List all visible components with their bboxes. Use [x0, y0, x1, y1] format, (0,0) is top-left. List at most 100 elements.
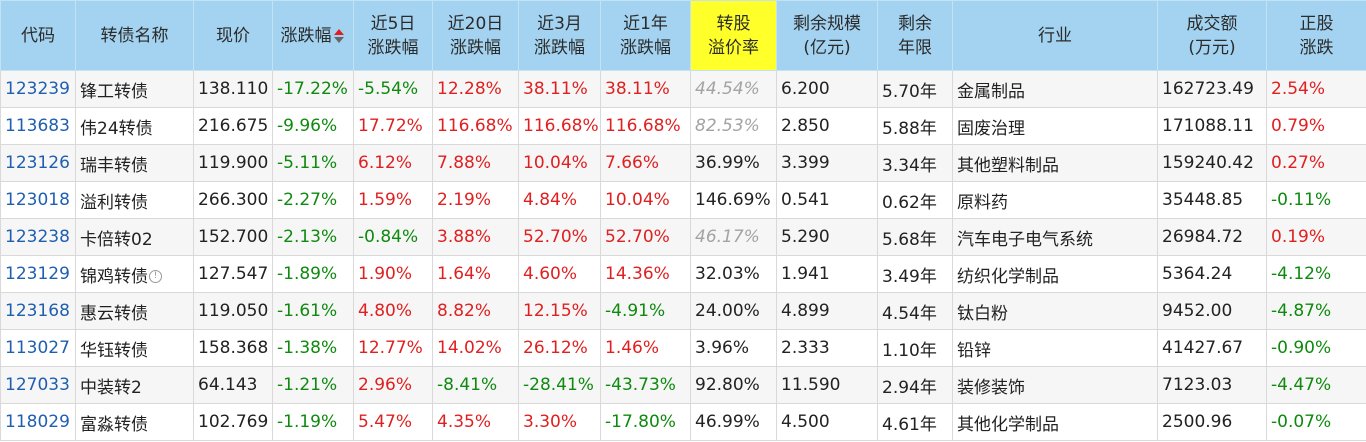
table-row[interactable]: 123239 锋工转债 138.110 -17.22% -5.54% 12.28% 38.1…: [0, 70, 1366, 108]
col-premium[interactable]: 转股 溢价率: [690, 0, 777, 71]
change-value: -1.38%: [277, 338, 338, 358]
cell-stock: 0.19%: [1266, 218, 1366, 256]
cell-name[interactable]: 锦鸡转债!: [75, 255, 194, 293]
cell-industry: 金属制品: [952, 70, 1158, 108]
col-m3[interactable]: 近3月 涨跌幅: [518, 0, 601, 71]
cell-y1: 38.11%: [600, 70, 691, 108]
m3-value: -28.41%: [523, 375, 594, 395]
years-value: 5.68年: [882, 229, 937, 250]
cell-code[interactable]: 123238: [0, 218, 76, 256]
cell-name[interactable]: 瑞丰转债: [75, 144, 194, 182]
table-row[interactable]: 123129 锦鸡转债! 127.547 -1.89% 1.90% 1.64% 4.60% 1…: [0, 255, 1366, 293]
cell-name[interactable]: 溢利转债: [75, 181, 194, 219]
cell-code[interactable]: 123239: [0, 70, 76, 108]
cell-m3: 4.84%: [518, 181, 601, 219]
stock-value: 2.54%: [1271, 79, 1326, 99]
table-row[interactable]: 123018 溢利转债 266.300 -2.27% 1.59% 2.19% 4.84% 10…: [0, 181, 1366, 219]
y1-value: 14.36%: [605, 264, 670, 284]
table-row[interactable]: 118029 富淼转债 102.769 -1.19% 5.47% 4.35% 3.30% -1…: [0, 403, 1366, 441]
cell-m3: 12.15%: [518, 292, 601, 330]
info-icon[interactable]: !: [149, 270, 162, 283]
col-stock[interactable]: 正股 涨跌: [1266, 0, 1366, 71]
volume-value: 7123.03: [1162, 375, 1233, 395]
col-code[interactable]: 代码: [0, 0, 76, 71]
col-volume[interactable]: 成交额 (万元): [1157, 0, 1267, 71]
change-value: -17.22%: [277, 79, 348, 99]
sort-arrows-icon[interactable]: [333, 28, 344, 43]
d5-value: 2.96%: [358, 375, 413, 395]
table-row[interactable]: 127033 中装转2 64.143 -1.21% 2.96% -8.41% -28.41%…: [0, 366, 1366, 404]
table-row[interactable]: 123168 惠云转债 119.050 -1.61% 4.80% 8.82% 12.15% -…: [0, 292, 1366, 330]
name-value: 溢利转债: [80, 192, 148, 213]
col-d5[interactable]: 近5日 涨跌幅: [353, 0, 433, 71]
name-value: 锋工转债: [80, 81, 148, 102]
cell-code[interactable]: 123129: [0, 255, 76, 293]
col-y1[interactable]: 近1年 涨跌幅: [600, 0, 691, 71]
col-name[interactable]: 转债名称: [75, 0, 194, 71]
scale-value: 6.200: [781, 79, 830, 99]
cell-change: -2.13%: [272, 218, 354, 256]
table-row[interactable]: 123126 瑞丰转债 119.900 -5.11% 6.12% 7.88% 10.04% 7…: [0, 144, 1366, 182]
cell-y1: 116.68%: [600, 107, 691, 145]
y1-value: 38.11%: [605, 79, 670, 99]
cell-scale: 1.941: [776, 255, 878, 293]
cell-name[interactable]: 伟24转债: [75, 107, 194, 145]
m3-value: 3.30%: [523, 412, 578, 432]
cell-y1: 14.36%: [600, 255, 691, 293]
col-years[interactable]: 剩余 年限: [877, 0, 953, 71]
scale-value: 4.500: [781, 412, 830, 432]
stock-value: -0.07%: [1271, 412, 1332, 432]
code-value: 123126: [5, 153, 70, 173]
change-value: -9.96%: [277, 116, 338, 136]
premium-value: 46.17%: [695, 227, 760, 247]
table-row[interactable]: 113027 华钰转债 158.368 -1.38% 12.77% 14.02% 26.12…: [0, 329, 1366, 367]
cell-change: -1.19%: [272, 403, 354, 441]
cell-y1: 10.04%: [600, 181, 691, 219]
y1-value: 116.68%: [605, 116, 681, 136]
cell-m3: 116.68%: [518, 107, 601, 145]
y1-value: 52.70%: [605, 227, 670, 247]
cell-code[interactable]: 113683: [0, 107, 76, 145]
premium-value: 82.53%: [695, 116, 760, 136]
col-scale[interactable]: 剩余规模 (亿元): [776, 0, 878, 71]
cell-d20: 4.35%: [432, 403, 519, 441]
cell-code[interactable]: 123168: [0, 292, 76, 330]
volume-value: 41427.67: [1162, 338, 1244, 358]
cell-y1: -43.73%: [600, 366, 691, 404]
cell-code[interactable]: 123126: [0, 144, 76, 182]
code-value: 127033: [5, 375, 70, 395]
code-value: 123129: [5, 264, 70, 284]
cell-change: -9.96%: [272, 107, 354, 145]
cell-name[interactable]: 华钰转债: [75, 329, 194, 367]
code-value: 123239: [5, 79, 70, 99]
cell-years: 1.10年: [877, 329, 953, 367]
cell-name[interactable]: 中装转2: [75, 366, 194, 404]
cell-price: 119.050: [193, 292, 273, 330]
table-row[interactable]: 123238 卡倍转02 152.700 -2.13% -0.84% 3.88% 52.70…: [0, 218, 1366, 256]
cell-price: 158.368: [193, 329, 273, 367]
cell-name[interactable]: 卡倍转02: [75, 218, 194, 256]
price-value: 102.769: [198, 412, 269, 432]
col-change[interactable]: 涨跌幅: [272, 0, 354, 71]
col-price[interactable]: 现价: [193, 0, 273, 71]
col-industry[interactable]: 行业: [952, 0, 1158, 71]
cell-code[interactable]: 118029: [0, 403, 76, 441]
table-row[interactable]: 113683 伟24转债 216.675 -9.96% 17.72% 116.68% 116…: [0, 107, 1366, 145]
y1-value: -4.91%: [605, 301, 666, 321]
years-value: 2.94年: [882, 377, 937, 398]
cell-name[interactable]: 惠云转债: [75, 292, 194, 330]
cell-code[interactable]: 123018: [0, 181, 76, 219]
cell-scale: 4.899: [776, 292, 878, 330]
premium-value: 146.69%: [695, 190, 771, 210]
cell-name[interactable]: 富淼转债: [75, 403, 194, 441]
stock-value: -0.90%: [1271, 338, 1332, 358]
cell-y1: 52.70%: [600, 218, 691, 256]
col-d20[interactable]: 近20日 涨跌幅: [432, 0, 519, 71]
cell-premium: 24.00%: [690, 292, 777, 330]
cell-name[interactable]: 锋工转债: [75, 70, 194, 108]
cell-code[interactable]: 113027: [0, 329, 76, 367]
cell-y1: -4.91%: [600, 292, 691, 330]
cell-code[interactable]: 127033: [0, 366, 76, 404]
stock-value: 0.27%: [1271, 153, 1326, 173]
name-value: 富淼转债: [80, 414, 148, 435]
